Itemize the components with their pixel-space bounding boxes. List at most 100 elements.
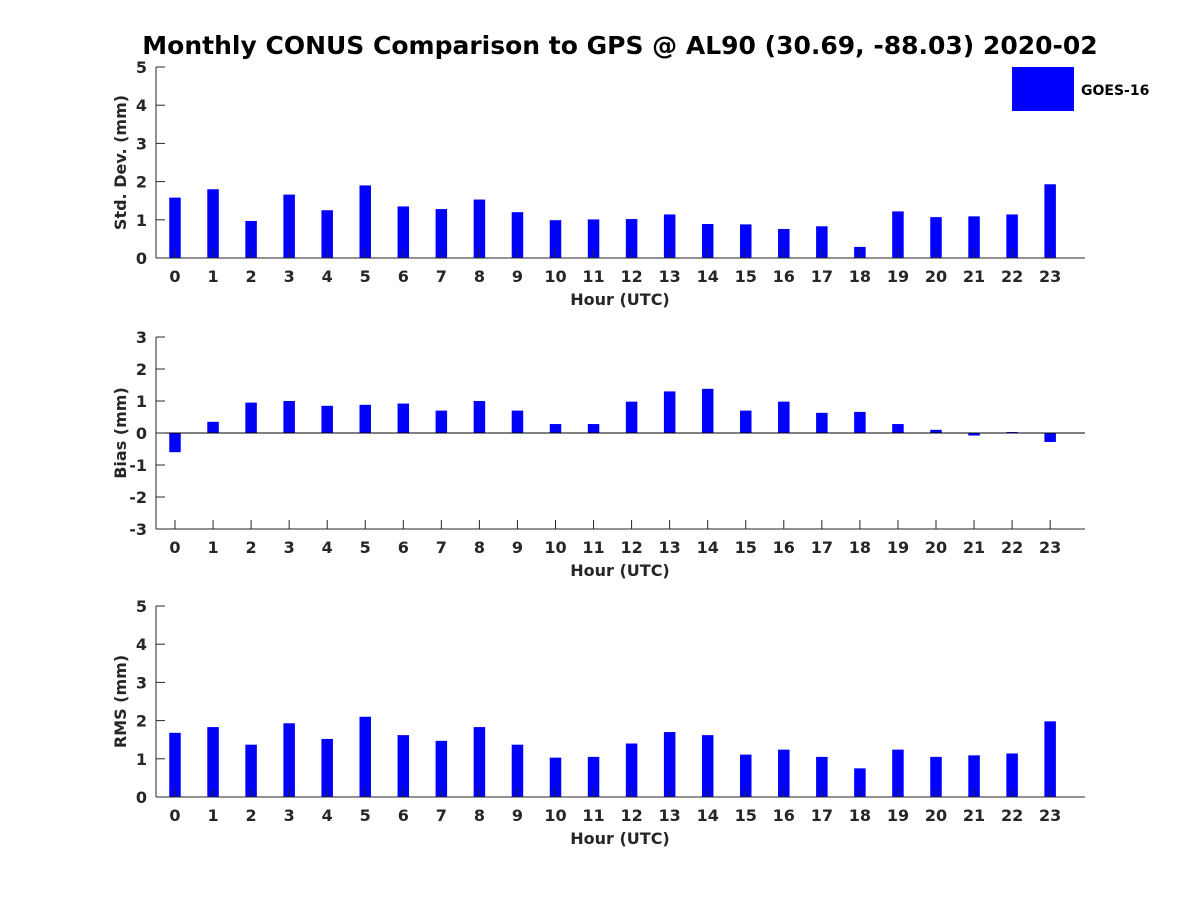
bar-rms-hour-0 (169, 732, 181, 797)
ylabel-bias: Bias (mm) (111, 387, 130, 479)
bar-bias-hour-13 (663, 391, 676, 433)
xlabel-bias: Hour (UTC) (570, 561, 670, 580)
bar-rms-hour-22 (1006, 753, 1018, 797)
xtick-label-bias: 8 (474, 538, 485, 557)
bar-bias-hour-7 (435, 410, 448, 433)
bar-bias-hour-11 (587, 424, 600, 433)
bar-rms-hour-10 (549, 757, 562, 797)
xtick-label-bias: 3 (284, 538, 295, 557)
bar-std-dev-hour-11 (587, 219, 600, 258)
xtick-label-std-dev: 6 (398, 267, 409, 286)
bar-bias-hour-10 (549, 424, 562, 433)
ytick-label-rms: 1 (136, 750, 147, 769)
bar-std-dev-hour-23 (1044, 184, 1056, 258)
xtick-label-rms: 20 (925, 806, 947, 825)
xtick-label-rms: 2 (246, 806, 257, 825)
xtick-label-bias: 1 (207, 538, 218, 557)
xtick-label-bias: 7 (436, 538, 447, 557)
bar-std-dev-hour-19 (892, 211, 904, 258)
xtick-label-rms: 0 (169, 806, 180, 825)
xtick-label-bias: 18 (849, 538, 871, 557)
bar-std-dev-hour-0 (169, 197, 181, 258)
ytick-label-std-dev: 3 (136, 134, 147, 153)
xtick-label-rms: 14 (697, 806, 719, 825)
bar-bias-hour-21 (968, 433, 980, 436)
xtick-label-std-dev: 17 (811, 267, 833, 286)
bar-rms-hour-17 (816, 756, 828, 797)
xtick-label-bias: 10 (544, 538, 566, 557)
bar-rms-hour-16 (778, 749, 790, 797)
xtick-label-rms: 21 (963, 806, 985, 825)
bar-bias-hour-20 (930, 429, 942, 433)
xtick-label-std-dev: 19 (887, 267, 909, 286)
ytick-label-std-dev: 2 (136, 173, 147, 192)
xtick-label-rms: 12 (620, 806, 642, 825)
xtick-label-bias: 23 (1039, 538, 1061, 557)
bar-rms-hour-3 (283, 723, 295, 797)
xtick-label-rms: 19 (887, 806, 909, 825)
xtick-label-rms: 7 (436, 806, 447, 825)
xtick-label-rms: 8 (474, 806, 485, 825)
ytick-label-bias: 2 (136, 360, 147, 379)
xtick-label-rms: 3 (284, 806, 295, 825)
ytick-label-bias: 1 (136, 392, 147, 411)
bar-bias-hour-3 (283, 401, 295, 433)
bar-rms-hour-6 (397, 735, 410, 797)
xtick-label-std-dev: 21 (963, 267, 985, 286)
xtick-label-bias: 17 (811, 538, 833, 557)
xtick-label-bias: 6 (398, 538, 409, 557)
bar-bias-hour-23 (1044, 433, 1056, 442)
xtick-label-std-dev: 9 (512, 267, 523, 286)
xtick-label-rms: 18 (849, 806, 871, 825)
xtick-label-bias: 21 (963, 538, 985, 557)
bar-rms-hour-21 (968, 755, 980, 797)
xtick-label-std-dev: 20 (925, 267, 947, 286)
xtick-label-bias: 20 (925, 538, 947, 557)
bar-std-dev-hour-7 (435, 209, 448, 258)
xtick-label-std-dev: 3 (284, 267, 295, 286)
bar-bias-hour-0 (169, 433, 181, 453)
xtick-label-rms: 15 (735, 806, 757, 825)
bar-std-dev-hour-4 (321, 210, 333, 258)
bar-std-dev-hour-16 (778, 228, 790, 258)
bar-std-dev-hour-2 (245, 220, 257, 258)
legend-swatch (1012, 67, 1074, 111)
xtick-label-std-dev: 14 (697, 267, 719, 286)
xtick-label-std-dev: 10 (544, 267, 566, 286)
bar-std-dev-hour-9 (511, 212, 524, 258)
xtick-label-std-dev: 13 (659, 267, 681, 286)
xtick-label-std-dev: 7 (436, 267, 447, 286)
xtick-label-bias: 9 (512, 538, 523, 557)
bar-bias-hour-12 (625, 401, 638, 433)
ytick-label-std-dev: 5 (136, 58, 147, 77)
xtick-label-bias: 0 (169, 538, 180, 557)
bar-std-dev-hour-10 (549, 220, 562, 258)
bar-bias-hour-5 (359, 404, 371, 433)
bar-bias-hour-14 (701, 388, 714, 433)
bar-rms-hour-2 (245, 744, 257, 797)
xtick-label-std-dev: 22 (1001, 267, 1023, 286)
bar-std-dev-hour-1 (207, 189, 219, 258)
xtick-label-rms: 23 (1039, 806, 1061, 825)
bar-rms-hour-4 (321, 738, 333, 797)
bar-rms-hour-12 (625, 743, 638, 797)
xtick-label-rms: 1 (207, 806, 218, 825)
xtick-label-std-dev: 18 (849, 267, 871, 286)
bar-rms-hour-19 (892, 749, 904, 797)
xtick-label-std-dev: 15 (735, 267, 757, 286)
xtick-label-bias: 12 (620, 538, 642, 557)
bar-std-dev-hour-15 (740, 224, 752, 258)
ytick-label-bias: -3 (129, 520, 147, 539)
bar-std-dev-hour-22 (1006, 214, 1018, 258)
bar-bias-hour-18 (854, 411, 866, 433)
ytick-label-bias: -2 (129, 488, 147, 507)
xtick-label-rms: 11 (582, 806, 604, 825)
bar-rms-hour-15 (740, 754, 752, 797)
bar-bias-hour-17 (816, 412, 828, 433)
xtick-label-rms: 4 (322, 806, 333, 825)
xtick-label-bias: 14 (697, 538, 719, 557)
ytick-label-std-dev: 1 (136, 211, 147, 230)
bar-rms-hour-23 (1044, 721, 1056, 797)
